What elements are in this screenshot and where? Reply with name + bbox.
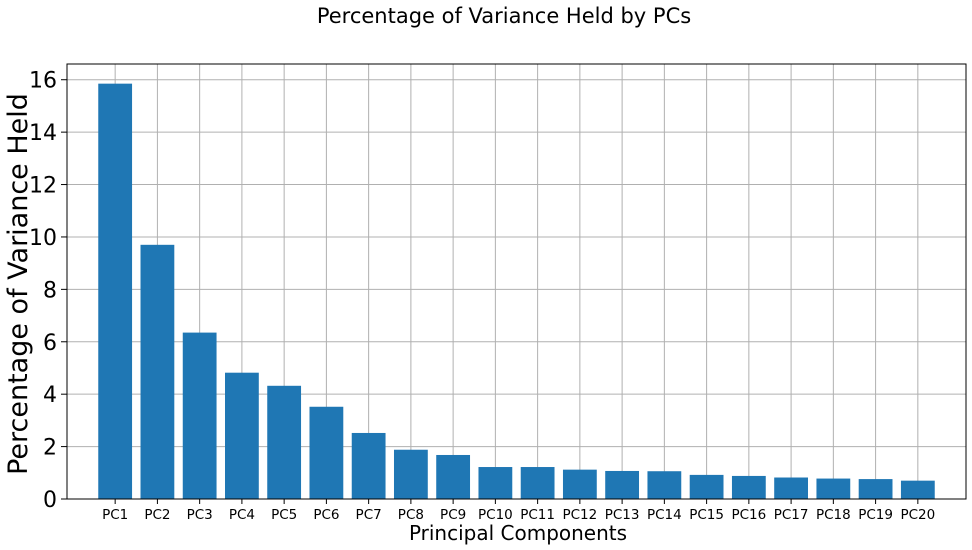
bar-pc17 — [774, 477, 808, 499]
y-tick-label: 4 — [43, 383, 57, 408]
plot-frame — [66, 63, 967, 500]
x-tick-label: PC6 — [313, 507, 339, 523]
bar-pc18 — [816, 478, 851, 499]
x-tick-label: PC7 — [356, 507, 382, 523]
x-tick-label: PC9 — [440, 507, 466, 523]
chart-title: Percentage of Variance Held by PCs — [317, 4, 691, 28]
x-tick-label: PC14 — [647, 507, 682, 523]
bar-pc8 — [393, 449, 428, 499]
bar-pc7 — [351, 432, 386, 499]
x-tick-label: PC12 — [562, 507, 597, 523]
x-tick-label: PC15 — [689, 507, 724, 523]
bar-pc12 — [562, 469, 597, 499]
y-tick-label: 2 — [43, 436, 57, 461]
bar-pc2 — [140, 244, 175, 499]
bar-pc14 — [647, 471, 682, 499]
x-tick-label: PC13 — [605, 507, 640, 523]
x-tick-label: PC18 — [816, 507, 851, 523]
y-axis-label: Percentage of Variance Held — [3, 93, 34, 475]
x-tick-label: PC1 — [102, 507, 128, 523]
bar-pc6 — [309, 406, 344, 499]
x-tick-label: PC17 — [774, 507, 809, 523]
y-tick-label: 6 — [43, 331, 57, 356]
y-tick-label: 12 — [29, 174, 57, 199]
x-tick-label: PC10 — [478, 507, 513, 523]
x-tick-label: PC19 — [858, 507, 893, 523]
bar-pc10 — [478, 467, 513, 499]
bar-pc15 — [689, 474, 724, 499]
bar-pc11 — [520, 467, 555, 499]
bars-layer — [98, 83, 935, 499]
bar-pc1 — [98, 83, 133, 499]
y-tick-label: 8 — [43, 278, 57, 303]
x-tick-label: PC4 — [229, 507, 255, 523]
x-tick-label: PC8 — [398, 507, 424, 523]
y-axis: 0 2 4 6 8 10 12 14 16 — [29, 69, 67, 513]
bar-pc13 — [605, 470, 640, 499]
x-tick-label: PC11 — [520, 507, 555, 523]
x-tick-label: PC20 — [900, 507, 935, 523]
x-axis: PC1 PC2 PC3 PC4 PC5 PC6 PC7 PC8 PC9 PC10 PC11 PC12 P… — [102, 499, 935, 523]
bar-pc19 — [858, 479, 893, 499]
bar-pc9 — [436, 454, 471, 499]
bar-pc4 — [225, 372, 259, 499]
bar-pc5 — [267, 385, 302, 499]
bar-pc16 — [731, 475, 766, 499]
y-tick-label: 14 — [29, 121, 57, 146]
x-tick-label: PC5 — [271, 507, 297, 523]
x-tick-label: PC2 — [144, 507, 170, 523]
y-tick-label: 16 — [29, 69, 57, 94]
x-axis-label: Principal Components — [409, 521, 627, 545]
y-tick-label: 0 — [43, 488, 57, 513]
bar-pc3 — [182, 332, 217, 499]
y-tick-label: 10 — [29, 226, 57, 251]
x-tick-label: PC16 — [731, 507, 766, 523]
bar-pc20 — [900, 480, 935, 499]
x-tick-label: PC3 — [187, 507, 213, 523]
